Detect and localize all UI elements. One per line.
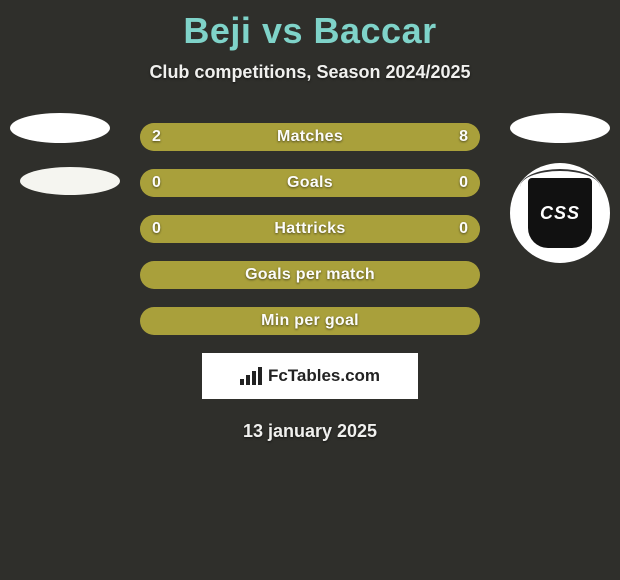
stats-region: CSS 28Matches 00Goals 00Hattricks Goals per… <box>0 123 620 335</box>
stat-row: Min per goal <box>140 307 480 335</box>
player2-name: Baccar <box>314 10 437 51</box>
stat-label: Goals per match <box>140 261 480 289</box>
brand-text: FcTables.com <box>268 366 380 386</box>
brand-box: FcTables.com <box>202 353 418 399</box>
stat-label: Matches <box>140 123 480 151</box>
comparison-title: Beji vs Baccar <box>0 0 620 52</box>
badge-shield: CSS <box>528 178 592 248</box>
badge-text: CSS <box>540 203 580 224</box>
stat-label: Min per goal <box>140 307 480 335</box>
css-club-badge: CSS <box>510 163 610 263</box>
stat-label: Goals <box>140 169 480 197</box>
stat-row: 28Matches <box>140 123 480 151</box>
player2-club-logo-placeholder <box>510 113 610 143</box>
player1-club-logo-placeholder <box>10 113 110 143</box>
stat-row: 00Hattricks <box>140 215 480 243</box>
stat-row: Goals per match <box>140 261 480 289</box>
stat-label: Hattricks <box>140 215 480 243</box>
subtitle: Club competitions, Season 2024/2025 <box>0 62 620 83</box>
date-text: 13 january 2025 <box>0 421 620 442</box>
stat-bars: 28Matches 00Goals 00Hattricks Goals per mat… <box>140 123 480 335</box>
player1-name: Beji <box>183 10 251 51</box>
player1-club-logo-placeholder-2 <box>20 167 120 195</box>
stat-row: 00Goals <box>140 169 480 197</box>
bar-chart-icon <box>240 367 262 385</box>
vs-text: vs <box>262 10 303 51</box>
